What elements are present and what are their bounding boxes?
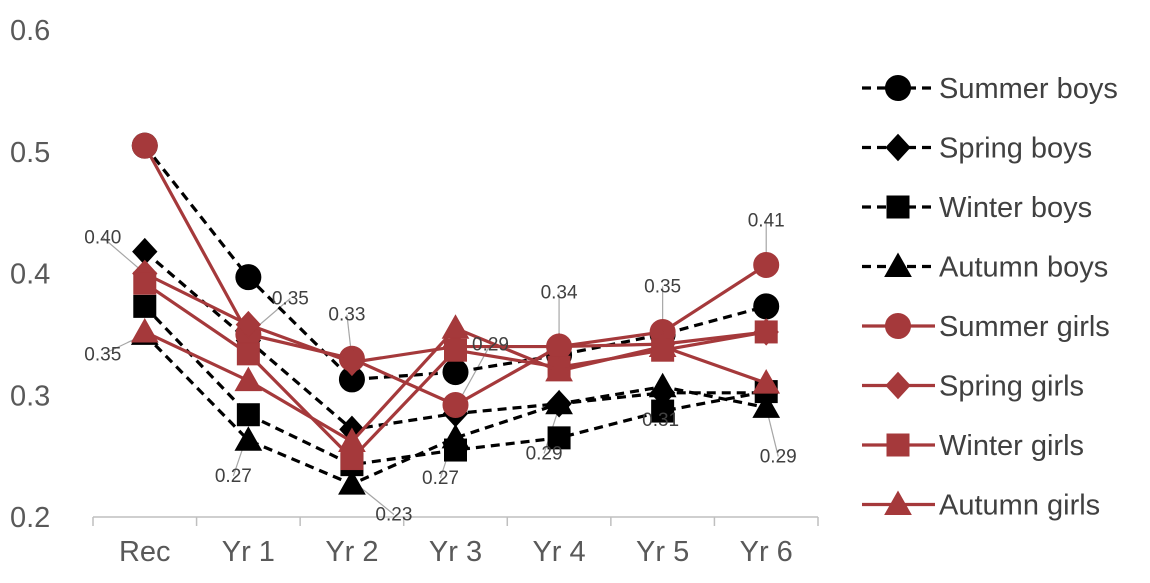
- data-label: 0.35: [84, 344, 121, 365]
- data-labels: 0.40 0.35 0.35 0.27 0.33 0.23 0.29 0.27 0.34 0.29…: [84, 210, 796, 525]
- x-tick-label: Yr 1: [222, 536, 275, 568]
- data-label: 0.34: [541, 283, 578, 304]
- legend-item-spring-boys: Spring boys: [862, 133, 1092, 165]
- data-point: [235, 264, 262, 291]
- x-tick-label: Yr 2: [325, 536, 378, 568]
- data-point: [547, 426, 571, 450]
- legend-label: Summer girls: [939, 311, 1110, 343]
- data-point: [338, 427, 366, 453]
- data-point: [752, 369, 781, 394]
- legend-item-spring-girls: Spring girls: [862, 371, 1084, 403]
- x-tick-label: Yr 3: [429, 536, 482, 568]
- data-label: 0.27: [422, 468, 459, 489]
- legend: Summer boys Spring boys Winter boys Autumn …: [862, 73, 1118, 522]
- legend-marker: [885, 133, 911, 162]
- y-tick-label: 0.6: [10, 15, 50, 47]
- legend-marker: [885, 75, 911, 101]
- data-point: [130, 317, 159, 343]
- data-point: [441, 314, 470, 339]
- data-point: [235, 310, 262, 339]
- legend-item-summer-boys: Summer boys: [862, 73, 1118, 105]
- data-point: [236, 403, 260, 427]
- legend-label: Summer boys: [939, 73, 1118, 105]
- legend-label: Spring boys: [939, 133, 1092, 165]
- data-point: [545, 356, 573, 382]
- legend-item-autumn-boys: Autumn boys: [862, 252, 1108, 284]
- y-tick-label: 0.5: [10, 137, 50, 169]
- legend-label: Autumn girls: [939, 490, 1100, 522]
- data-label: 0.29: [472, 334, 509, 355]
- data-point: [441, 423, 470, 449]
- legend-item-autumn-girls: Autumn girls: [862, 490, 1100, 522]
- data-label: 0.40: [84, 228, 121, 249]
- data-label: 0.23: [375, 504, 412, 525]
- data-point: [133, 294, 157, 318]
- data-point: [545, 389, 573, 415]
- data-point: [338, 470, 366, 495]
- data-point: [754, 320, 778, 344]
- legend-marker: [885, 371, 911, 400]
- data-label: 0.35: [272, 288, 309, 309]
- legend-label: Winter boys: [939, 192, 1092, 224]
- data-point: [753, 251, 780, 278]
- legend-marker: [886, 195, 910, 219]
- y-tick-label: 0.3: [10, 380, 50, 412]
- legend-item-winter-girls: Winter girls: [862, 430, 1084, 462]
- data-point: [236, 342, 260, 366]
- legend-marker: [884, 490, 912, 515]
- legend-marker: [885, 313, 911, 339]
- series-autumn-girls: [130, 314, 781, 453]
- legend-item-winter-boys: Winter boys: [862, 192, 1092, 224]
- x-tick-label: Yr 4: [532, 536, 585, 568]
- legend-label: Spring girls: [939, 371, 1084, 403]
- legend-label: Autumn boys: [939, 252, 1108, 284]
- data-label: 0.29: [526, 443, 563, 464]
- x-tick-label: Rec: [119, 536, 171, 568]
- data-point: [651, 399, 675, 423]
- data-point: [234, 366, 263, 392]
- axes: Rec Yr 1 Yr 2 Yr 3 Yr 4 Yr 5 Yr 6 0.2 0.3 0.4 0.5 0…: [10, 15, 819, 568]
- x-tick-label: Yr 6: [740, 536, 793, 568]
- data-point: [442, 359, 469, 386]
- data-label: 0.27: [215, 466, 252, 487]
- y-tick-label: 0.4: [10, 259, 50, 291]
- legend-marker: [886, 433, 910, 457]
- data-point: [753, 293, 780, 320]
- data-point: [133, 271, 157, 295]
- series-group: [130, 132, 781, 495]
- x-tick-label: Yr 5: [636, 536, 689, 568]
- data-point: [339, 348, 365, 377]
- legend-item-summer-girls: Summer girls: [862, 311, 1110, 343]
- data-point: [442, 391, 469, 418]
- series-autumn-boys: [130, 320, 781, 495]
- data-point: [648, 372, 677, 398]
- data-label: 0.41: [748, 210, 785, 231]
- data-point: [752, 393, 781, 418]
- data-point: [648, 332, 677, 358]
- data-label: 0.29: [760, 446, 797, 467]
- legend-marker: [884, 252, 912, 277]
- data-point: [444, 338, 467, 362]
- data-point: [131, 132, 158, 159]
- data-label: 0.35: [644, 276, 681, 297]
- y-tick-label: 0.2: [10, 502, 50, 534]
- data-point: [234, 426, 263, 451]
- data-label: 0.33: [328, 305, 365, 326]
- data-label: 0.31: [642, 410, 679, 431]
- legend-label: Winter girls: [939, 430, 1084, 462]
